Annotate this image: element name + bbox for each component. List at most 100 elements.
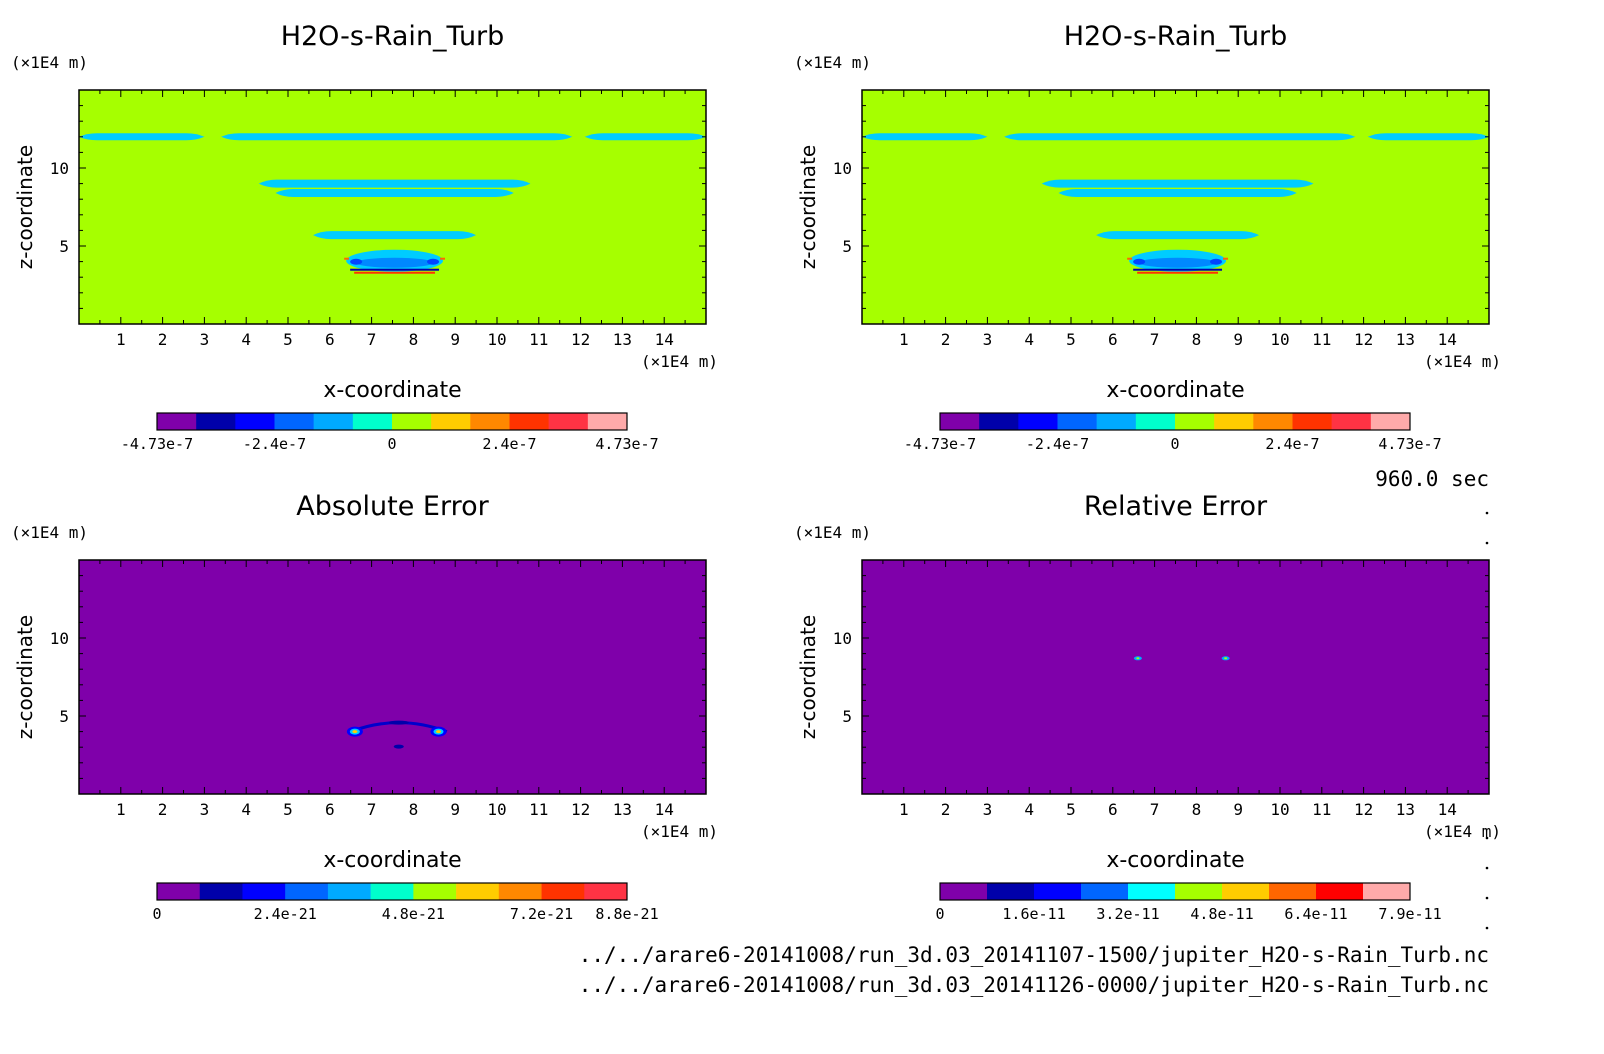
x-axis: 1 2 3 4 5 6 7 8 9 10 11 12 13 14(×1E4 m)x-coordinate [861,560,1501,873]
x-tick-label: 14 [1438,330,1457,349]
x-tick-label: 4 [241,330,251,349]
colorbar-swatch [1096,413,1137,430]
cloud-base-dark [1133,268,1223,271]
y-axis: 5 10 z-coordinate [796,559,1489,795]
cyan-band-2 [221,133,573,141]
colorbar-label: 6.4e-11 [1284,905,1347,923]
x-tick-label: 1 [116,800,126,819]
cyan-band-2 [1004,133,1356,141]
y-tick-label: 5 [842,237,852,256]
colorbar-label: 7.2e-21 [510,905,573,923]
x-tick-label: 3 [983,330,993,349]
y-axis: 5 10 z-coordinate [796,89,1489,325]
error-spot-core-2 [1224,657,1228,660]
colorbar-label: 4.8e-11 [1190,905,1253,923]
y-axis: 5 10 z-coordinate [13,89,706,325]
y-tick-label: 10 [50,159,69,178]
cloud-base-dark [350,268,440,271]
colorbar-swatch [1175,883,1223,900]
error-bottom [393,744,404,749]
colorbar-swatch [199,883,243,900]
x-tick-label: 3 [200,800,210,819]
x-tick-label: 13 [1396,800,1415,819]
margin-dot [1485,511,1489,515]
x-tick-label: 5 [1066,800,1076,819]
chart-panel-3: Absolute Error(×1E4 m)1 2 3 4 5 6 7 8 9 10 11 12 13 1… [11,491,718,923]
x-tick-label: 13 [613,800,632,819]
y-unit-label: (×1E4 m) [11,53,88,72]
y-axis-title: z-coordinate [796,615,820,739]
x-tick-label: 11 [529,330,548,349]
x-tick-label: 8 [1192,800,1202,819]
x-tick-label: 6 [325,330,335,349]
colorbar-swatch [157,413,197,430]
data-features [1133,656,1230,661]
x-unit-label: (×1E4 m) [641,352,718,371]
colorbar-label: 3.2e-11 [1096,905,1159,923]
colorbar-swatch [1370,413,1411,430]
plot-background [862,90,1489,324]
cloud-left-dark [350,258,363,265]
colorbar-swatch [940,883,988,900]
y-axis-title: z-coordinate [796,145,820,269]
colorbar-swatch [456,883,500,900]
colorbar-swatch [1331,413,1372,430]
plot-background [79,90,706,324]
x-tick-label: 7 [1150,330,1160,349]
x-tick-label: 12 [571,330,590,349]
colorbar-swatch [541,883,585,900]
x-tick-label: 13 [1396,330,1415,349]
x-tick-label: 7 [367,800,377,819]
colorbar-label: 2.4e-7 [1265,435,1319,453]
colorbar-swatch [1269,883,1317,900]
colorbar-label: 2.4e-21 [254,905,317,923]
colorbar-swatch [1292,413,1332,430]
data-features [79,133,706,274]
colorbar: 0 2.4e-21 4.8e-21 7.2e-21 8.8e-21 [152,882,659,923]
x-axis: 1 2 3 4 5 6 7 8 9 10 11 12 13 14(×1E4 m)x-coordinate [78,90,718,403]
colorbar-swatch [352,413,393,430]
y-axis-title: z-coordinate [13,615,37,739]
y-tick-label: 5 [59,237,69,256]
colorbar-label: -2.4e-7 [243,435,306,453]
plot-background [79,560,706,794]
colorbar-swatch [196,413,236,430]
x-tick-label: 6 [325,800,335,819]
x-tick-label: 11 [529,800,548,819]
x-tick-label: 5 [283,800,293,819]
colorbar-label: 0 [935,905,944,923]
colorbar-swatch [413,883,457,900]
x-tick-label: 9 [450,800,460,819]
colorbar-swatch [584,883,628,900]
cyan-band-6 [1096,231,1260,240]
colorbar-swatch [285,883,329,900]
error-spot-core-1 [1136,657,1140,660]
colorbar-label: -4.73e-7 [121,435,193,453]
chart-title: H2O-s-Rain_Turb [1064,21,1288,52]
x-tick-label: 14 [655,330,674,349]
data-features [346,720,448,749]
x-tick-label: 8 [1192,330,1202,349]
colorbar-swatch [1175,413,1215,430]
cyan-band-4 [258,179,531,188]
x-unit-label: (×1E4 m) [1424,352,1501,371]
colorbar-frame [156,882,628,901]
colorbar-swatch [242,883,286,900]
x-tick-label: 3 [983,800,993,819]
colorbar-swatch [1128,883,1176,900]
file-path-2: ../../arare6-20141008/run_3d.03_20141126… [579,973,1489,997]
x-tick-label: 9 [1233,800,1243,819]
colorbar-swatch [1214,413,1254,430]
x-tick-label: 10 [487,330,506,349]
hotspot-core [352,730,358,734]
cyan-band-1 [79,133,205,141]
x-axis-title: x-coordinate [323,848,461,873]
cloud-core [356,257,434,268]
chart-panel-2: H2O-s-Rain_Turb(×1E4 m)1 2 3 4 5 6 7 8 9 10 11 12 13… [794,21,1501,453]
x-tick-label: 4 [1024,800,1034,819]
colorbar-label: 4.8e-21 [382,905,445,923]
x-axis-title: x-coordinate [323,378,461,403]
file-path-1: ../../arare6-20141008/run_3d.03_20141107… [579,943,1489,967]
colorbar-label: 1.6e-11 [1002,905,1065,923]
